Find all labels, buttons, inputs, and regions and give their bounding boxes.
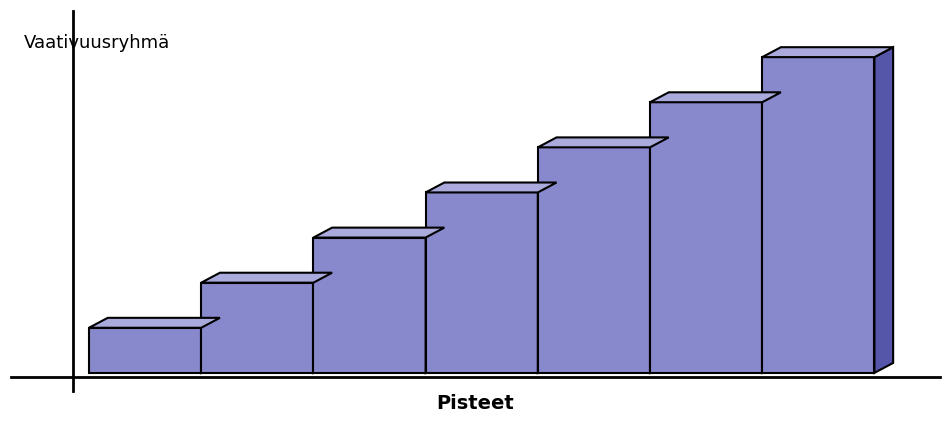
Polygon shape [202, 283, 314, 373]
Polygon shape [426, 193, 538, 373]
Polygon shape [426, 227, 444, 373]
Polygon shape [763, 92, 781, 373]
Text: Vaativuusryhmä: Vaativuusryhmä [24, 34, 170, 52]
Polygon shape [650, 138, 669, 373]
Polygon shape [538, 147, 650, 373]
Polygon shape [202, 318, 220, 373]
Polygon shape [314, 273, 332, 373]
Polygon shape [650, 92, 781, 102]
Polygon shape [314, 227, 444, 238]
Polygon shape [763, 47, 893, 57]
Polygon shape [650, 102, 763, 373]
Polygon shape [538, 138, 669, 147]
Polygon shape [89, 318, 220, 328]
Polygon shape [874, 47, 893, 373]
Polygon shape [202, 273, 332, 283]
Polygon shape [89, 328, 202, 373]
X-axis label: Pisteet: Pisteet [437, 394, 514, 413]
Polygon shape [314, 238, 426, 373]
Polygon shape [538, 182, 556, 373]
Polygon shape [763, 57, 874, 373]
Polygon shape [426, 182, 556, 193]
